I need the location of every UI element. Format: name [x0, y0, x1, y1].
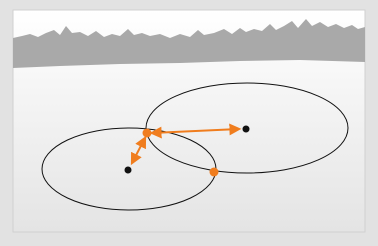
intersection-bottom [210, 168, 219, 177]
illustration [0, 0, 378, 246]
center-right [243, 126, 250, 133]
intersection-top [143, 129, 152, 138]
center-left [125, 167, 132, 174]
